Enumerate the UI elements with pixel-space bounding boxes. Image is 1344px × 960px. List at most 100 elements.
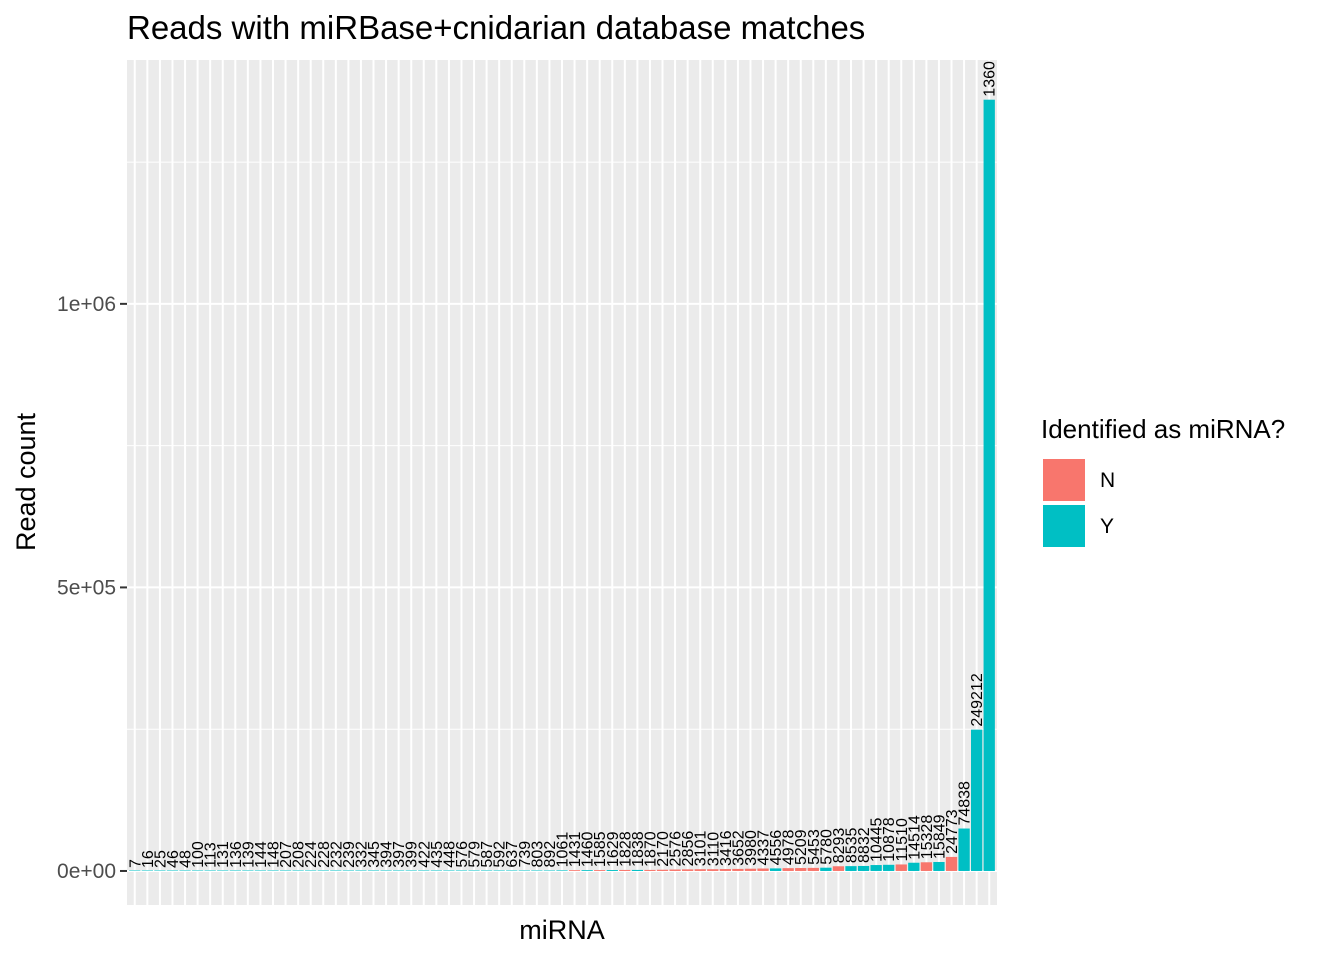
bar-value-label: 113 xyxy=(203,842,220,868)
bar xyxy=(644,869,656,871)
bar-value-label: 15328 xyxy=(919,815,936,860)
bar xyxy=(681,869,694,871)
bar xyxy=(543,870,556,871)
bar-value-label: 4556 xyxy=(768,830,785,866)
bar xyxy=(769,868,782,871)
bar-value-label: 1360 xyxy=(982,61,999,97)
bar-value-label: 136 xyxy=(228,841,245,868)
bar xyxy=(920,862,933,871)
bar-value-label: 10878 xyxy=(881,817,898,862)
bar-value-label: 892 xyxy=(542,841,559,868)
bar-value-label: 46 xyxy=(165,850,182,868)
bar xyxy=(279,870,292,871)
bar-value-label: 576 xyxy=(454,841,471,868)
bar-value-label: 345 xyxy=(366,841,383,868)
bar xyxy=(367,870,380,871)
bar-value-label: 3101 xyxy=(693,831,710,867)
bar-value-label: 1870 xyxy=(642,831,659,867)
legend-key-y xyxy=(1041,503,1087,549)
bar xyxy=(556,870,568,871)
bar-value-label: 3980 xyxy=(743,830,760,866)
bar xyxy=(430,870,443,871)
bar-value-label: 24773 xyxy=(944,809,961,854)
bar-value-label: 397 xyxy=(391,841,408,868)
bar-value-label: 399 xyxy=(404,841,421,868)
bar-value-label: 239 xyxy=(341,841,358,868)
bar-value-label: 232 xyxy=(328,841,345,868)
bar xyxy=(619,869,631,871)
bar-value-label: 7 xyxy=(127,859,144,868)
bar-value-label: 739 xyxy=(517,841,534,868)
bar-value-label: 2170 xyxy=(655,831,672,867)
bar xyxy=(581,870,593,871)
bar xyxy=(707,869,719,871)
bar xyxy=(443,870,455,871)
bar xyxy=(204,870,216,871)
bar xyxy=(908,862,920,871)
bar-value-label: 435 xyxy=(429,841,446,868)
bar-value-label: 74838 xyxy=(957,781,974,826)
bar-value-label: 332 xyxy=(353,841,370,868)
bar-value-label: 3110 xyxy=(705,832,722,867)
bar xyxy=(958,828,970,871)
bar xyxy=(380,870,392,871)
bar-value-label: 2576 xyxy=(668,831,685,867)
bar xyxy=(857,865,870,871)
bar-value-label: 3416 xyxy=(718,830,735,866)
bars xyxy=(129,99,995,871)
bar xyxy=(845,866,857,871)
bar xyxy=(330,870,342,871)
bar-value-label: 394 xyxy=(379,841,396,868)
bar xyxy=(217,870,229,871)
x-axis-title: miRNA xyxy=(519,915,605,945)
bar xyxy=(305,870,317,871)
bar xyxy=(933,861,945,871)
bar xyxy=(744,868,757,871)
bar xyxy=(480,870,493,871)
bar-value-label: 207 xyxy=(278,841,295,868)
bar xyxy=(568,870,581,871)
bar xyxy=(355,870,367,871)
bar-value-label: 1838 xyxy=(630,831,647,867)
y-tick-label: 1e+06 xyxy=(57,293,116,316)
bar xyxy=(732,868,744,871)
legend-label-n: N xyxy=(1100,469,1115,492)
bar xyxy=(983,99,995,871)
bar xyxy=(392,870,405,871)
y-tick-label: 0e+00 xyxy=(57,860,116,883)
bar xyxy=(945,856,958,871)
bar xyxy=(506,870,518,871)
y-tick-label: 5e+05 xyxy=(57,576,116,599)
bar-value-label: 3652 xyxy=(730,830,747,866)
bar-value-label: 1431 xyxy=(567,831,584,867)
bar xyxy=(254,870,267,871)
bar-value-label: 48 xyxy=(178,850,195,868)
bar xyxy=(782,868,794,871)
bar xyxy=(606,870,618,871)
bar-value-label: 14514 xyxy=(906,815,923,860)
bar xyxy=(191,870,204,871)
bar-value-label: 228 xyxy=(316,841,333,868)
bar xyxy=(870,865,882,871)
grid xyxy=(127,60,997,905)
legend-title: Identified as miRNA? xyxy=(1041,414,1285,444)
bar-value-label: 5780 xyxy=(818,829,835,865)
bar xyxy=(656,869,669,871)
bar xyxy=(342,870,355,871)
bar-value-label: 1629 xyxy=(605,831,622,867)
bar xyxy=(141,870,154,871)
bar-value-label: 587 xyxy=(479,841,496,868)
bar xyxy=(154,870,166,871)
bar xyxy=(757,868,769,871)
bar-value-label: 11510 xyxy=(894,818,911,861)
bar xyxy=(292,870,304,871)
bar xyxy=(631,869,644,871)
legend-key-n xyxy=(1041,457,1087,503)
bar-labels: 7162546481001131311361391441482072082242… xyxy=(127,61,999,868)
bar xyxy=(405,870,417,871)
bar-value-label: 8293 xyxy=(831,828,848,864)
bar-value-label: 1828 xyxy=(617,831,634,867)
bar-value-label: 2856 xyxy=(680,831,697,867)
bar xyxy=(518,870,530,871)
